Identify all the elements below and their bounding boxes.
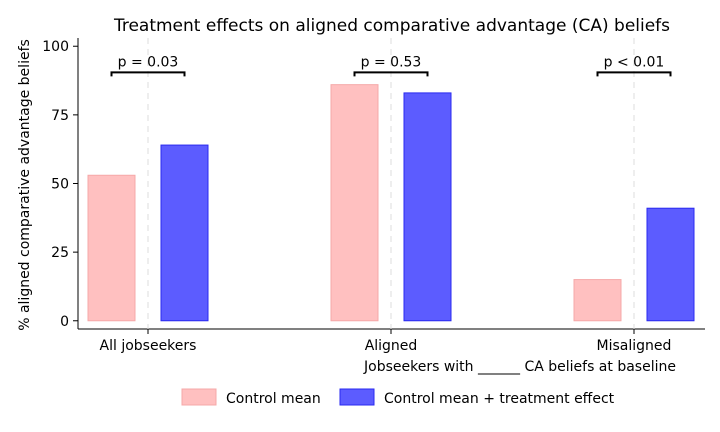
legend: Control mean Control mean + treatment eff… [181, 388, 615, 407]
y-tick-label: 100 [42, 39, 69, 55]
bar-control [87, 174, 136, 322]
x-axis-label: Jobseekers with ______ CA beliefs at bas… [363, 359, 676, 375]
significance-bracket [353, 71, 429, 77]
legend-label: Control mean + treatment effect [384, 391, 615, 407]
significance-bracket [110, 71, 186, 77]
legend-swatch [181, 388, 217, 406]
y-tick-label: 50 [51, 177, 69, 193]
y-axis-label: % aligned comparative advantage beliefs [17, 39, 33, 331]
y-tick-label: 0 [60, 314, 69, 330]
bar-treatment [403, 92, 452, 322]
bar-control [330, 84, 379, 322]
bar-treatment [646, 207, 695, 322]
chart-title: Treatment effects on aligned comparative… [113, 16, 670, 36]
p-value-label: p < 0.01 [604, 54, 665, 70]
p-value-label: p = 0.03 [118, 54, 179, 70]
p-value-label: p = 0.53 [361, 54, 422, 70]
plot-area: 0 25 50 75 100 All jobseekers Aligned Misaligne… [42, 38, 705, 354]
bar-treatment [160, 144, 209, 322]
legend-swatch [339, 388, 375, 406]
x-tick-label: All jobseekers [100, 338, 197, 354]
y-tick-label: 25 [51, 245, 69, 261]
legend-label: Control mean [226, 391, 321, 407]
x-tick-label: Aligned [365, 338, 418, 354]
significance-bracket [596, 71, 672, 77]
bar-control [573, 279, 622, 322]
y-tick-label: 75 [51, 108, 69, 124]
x-tick-label: Misaligned [597, 338, 672, 354]
